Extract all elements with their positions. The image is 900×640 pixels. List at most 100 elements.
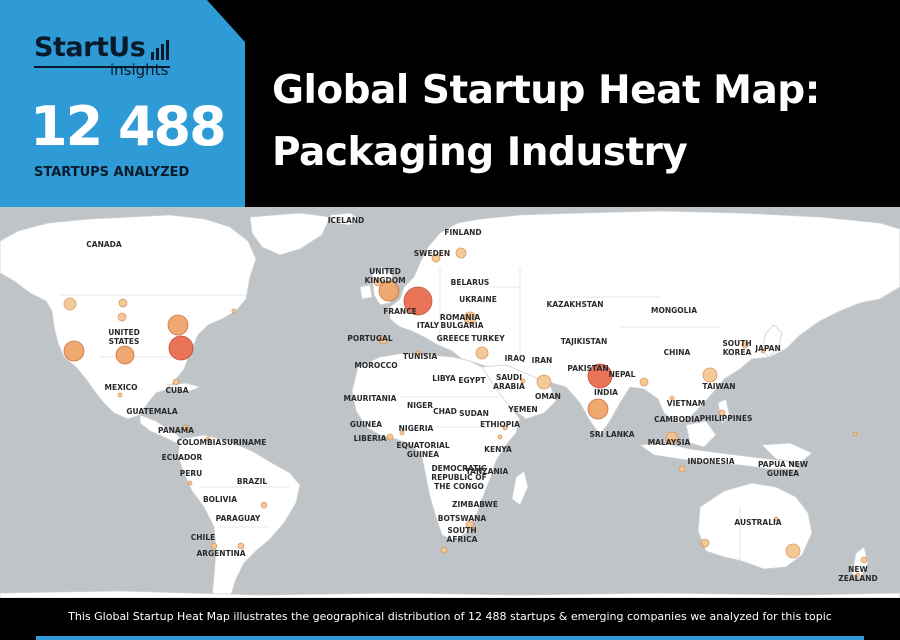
hub-bubble-buenos-aires [237,542,245,550]
label-india: INDIA [594,388,618,397]
hub-bubble-lagos [399,430,405,436]
label-dr-congo-text: DEMOCRATIC REPUBLIC OF THE CONGO [431,464,487,491]
hub-bubble-india-west [587,398,609,420]
label-iran: IRAN [531,356,553,365]
hub-bubble-united-kingdom [378,280,400,302]
label-australia: AUSTRALIA [734,518,782,527]
hub-bubble-dhaka [639,377,649,387]
logo-underline [34,66,170,68]
hub-bubble-perth [700,538,710,548]
hub-bubble-minneapolis [118,298,128,308]
startups-caption: STARTUPS ANALYZED [34,165,190,180]
hub-bubble-seoul [741,341,749,349]
map-canvas [0,210,900,598]
iceland-shape [329,212,361,226]
label-iceland: ICELAND [327,216,365,225]
label-nigeria: NIGERIA [398,424,434,433]
label-united-states-text: UNITED STATES [108,328,140,346]
label-philippines: PHILIPPINES [699,414,753,423]
label-guatemala: GUATEMALA [126,407,178,416]
page-title: Global Startup Heat Map: Packaging Indus… [272,60,882,184]
hub-bubble-us-northeast [167,314,189,336]
label-nepal: NEPAL [608,370,636,379]
label-belarus: BELARUS [450,278,490,287]
hub-bubble-boston [231,308,237,314]
label-suriname: SURINAME [221,438,267,447]
hub-bubble-pacific [852,431,858,437]
label-bulgaria: BULGARIA [440,321,484,330]
label-egypt: EGYPT [458,376,486,385]
hub-bubble-dubai [536,374,552,390]
label-romania: ROMANIA [439,313,481,322]
hub-bubble-johannesburg [465,520,475,530]
label-oman: OMAN [535,392,561,401]
hub-bubble-nairobi [497,434,503,440]
brand-panel: StartUs insights 12 488 STARTUPS ANALYZE… [0,0,245,207]
label-morocco: MOROCCO [354,361,398,370]
hub-bubble-sao-paulo [260,501,268,509]
label-iraq: IRAQ [504,354,526,363]
label-portugal: PORTUGAL [347,334,393,343]
hub-bubble-bangkok [669,395,675,401]
label-sweden: SWEDEN [413,249,451,258]
logo-subtitle: insights [110,61,169,79]
central-america-shape [139,414,183,444]
label-south-africa: SOUTH AFRICA [447,526,478,544]
label-kenya: KENYA [484,445,512,454]
label-equatorial-guinea: EQUATORIAL GUINEA [396,441,449,459]
hub-bubble-brisbane [773,516,779,522]
label-cambodia: CAMBODIA [654,415,700,424]
madagascar-shape [511,470,529,506]
arabia-shape [481,364,557,420]
north-america-shape [0,214,257,420]
hub-bubble-lisbon [378,335,388,345]
logo-wordmark: StartUs [34,32,146,63]
hub-bubble-bogota [205,436,211,442]
label-saudi-arabia-text: SAUDI ARABIA [493,373,525,391]
label-chad: CHAD [433,407,457,416]
label-mongolia: MONGOLIA [650,306,698,315]
label-libya: LIBYA [432,374,456,383]
label-liberia: LIBERIA [353,434,387,443]
label-botswana: BOTSWANA [437,514,487,523]
hub-bubble-cape-town [440,546,448,554]
hub-bubble-shanghai [702,367,718,383]
hub-bubble-tunis [415,350,421,356]
hub-bubble-mexico-city [117,392,123,398]
label-panama: PANAMA [158,426,194,435]
hub-bubble-tokyo [760,348,766,354]
borneo-shape [685,420,717,448]
label-bolivia: BOLIVIA [202,495,238,504]
hub-bubble-florida [172,378,180,386]
label-ecuador: ECUADOR [161,453,203,462]
label-pakistan: PAKISTAN [567,364,609,373]
label-tanzania: TANZANIA [465,467,509,476]
label-colombia: COLOMBIA [176,438,222,447]
hub-bubble-us-east [168,335,194,361]
label-sudan: SUDAN [459,409,489,418]
label-south-korea-text: SOUTH KOREA [722,339,752,357]
label-new-zealand-text: NEW ZEALAND [838,565,878,583]
label-tajikistan: TAJIKISTAN [560,337,608,346]
label-papua-new-guinea-text: PAPUA NEW GUINEA [757,460,809,478]
ireland-shape [359,284,373,300]
label-guinea: GUINEA [349,420,383,429]
label-japan: JAPAN [755,344,781,353]
hub-bubble-istanbul [475,346,489,360]
label-indonesia: INDONESIA [687,457,735,466]
footer-accent-bar [36,636,864,640]
greenland-shape [249,212,331,256]
label-italy: ITALY [416,321,440,330]
label-chile: CHILE [190,533,216,542]
startup-bubbles [63,247,868,578]
label-equatorial-guinea-text: EQUATORIAL GUINEA [396,441,450,459]
hub-bubble-wellington [855,572,861,578]
label-united-kingdom: UNITED KINGDOM [364,267,405,285]
label-south-africa-text: SOUTH AFRICA [446,526,478,544]
label-turkey: TURKEY [471,334,505,343]
label-new-zealand: NEW ZEALAND [838,565,877,583]
hub-bubble-panama [182,424,190,432]
africa-shape [351,352,521,542]
label-canada: CANADA [86,240,122,249]
label-tunisia: TUNISIA [402,352,438,361]
